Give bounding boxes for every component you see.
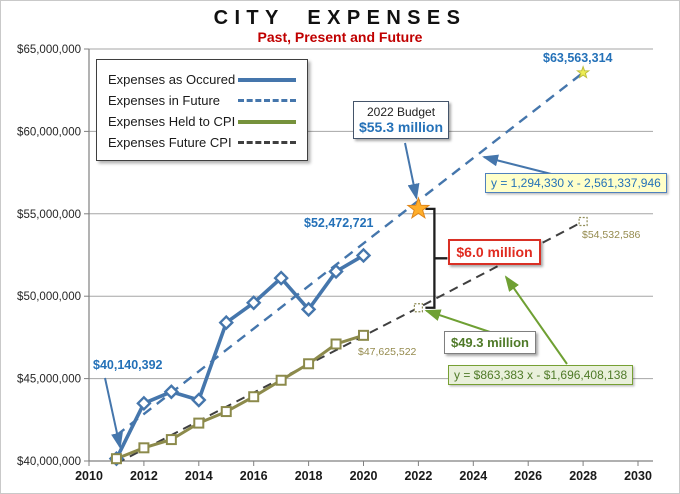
future-endpoint-star-icon	[575, 65, 591, 79]
solid-green-line-swatch-icon	[238, 119, 296, 124]
square-marker-icon	[275, 374, 287, 386]
y-axis-tick-label: $40,000,000	[17, 456, 81, 468]
budget-callout-box: 2022 Budget $55.3 million	[353, 101, 449, 139]
future-2028-value-label: $63,563,314	[543, 51, 613, 65]
y-axis-tick-label: $45,000,000	[17, 374, 81, 386]
x-axis-tick-label: 2024	[459, 469, 487, 483]
square-marker-icon	[193, 417, 205, 429]
series-line-expenses-as-occured	[114, 253, 365, 460]
diamond-marker-icon	[246, 295, 262, 311]
cpi-2022-callout-box: $49.3 million	[444, 331, 536, 354]
diamond-marker-icon	[355, 247, 372, 264]
chart-subtitle: Past, Present and Future	[257, 29, 423, 45]
square-marker-icon	[110, 453, 122, 465]
square-marker-icon	[165, 434, 177, 446]
square-marker-icon	[330, 338, 342, 350]
x-axis-tick-label: 2022	[404, 469, 432, 483]
y-axis-tick-label: $60,000,000	[17, 126, 81, 138]
x-axis-tick-label: 2026	[514, 469, 542, 483]
series-line-expenses-held-to-cpi	[115, 333, 364, 461]
start-value-label: $40,140,392	[93, 358, 163, 372]
difference-bracket	[425, 207, 448, 309]
series-line-expenses-in-future	[115, 71, 584, 437]
diamond-marker-icon	[163, 384, 180, 400]
legend-label: Expenses as Occured	[108, 72, 236, 87]
diamond-marker-icon	[191, 392, 207, 408]
square-marker-icon	[248, 391, 260, 403]
y-axis-tick-label: $65,000,000	[17, 44, 81, 56]
series-line-expenses-future-cpi	[116, 220, 584, 465]
diamond-marker-icon	[273, 270, 289, 286]
budget-star-icon	[406, 196, 431, 220]
arrow-to-start-point	[104, 377, 123, 449]
y-axis-tick-label: $55,000,000	[17, 209, 81, 221]
legend-item-expenses-as-occured: Expenses as Occured	[108, 69, 296, 90]
future-trendline-formula: y = 1,294,330 x - 2,561,337,946	[485, 173, 667, 193]
chart-legend: Expenses as Occured Expenses in Future E…	[96, 59, 308, 161]
dotted-square-marker-icon	[413, 303, 423, 313]
x-axis-tick-label: 2030	[624, 469, 652, 483]
x-axis-tick-label: 2016	[240, 469, 268, 483]
chart-title: CITY EXPENSES	[213, 7, 467, 29]
legend-item-expenses-held-to-cpi: Expenses Held to CPI	[108, 111, 296, 132]
x-axis-tick-label: 2020	[350, 469, 378, 483]
legend-item-expenses-in-future: Expenses in Future	[108, 90, 296, 111]
budget-callout-title: 2022 Budget	[366, 105, 436, 119]
cpi-2020-value-label: $47,625,522	[358, 346, 417, 358]
diamond-marker-icon	[328, 263, 344, 280]
diamond-marker-icon	[136, 395, 152, 412]
square-marker-icon	[220, 406, 232, 418]
diamond-marker-icon	[300, 301, 317, 318]
legend-label: Expenses in Future	[108, 93, 221, 108]
square-marker-icon	[138, 442, 150, 454]
x-axis-tick-label: 2018	[295, 469, 323, 483]
budget-callout-value: $55.3 million	[358, 119, 444, 135]
legend-item-expenses-future-cpi: Expenses Future CPI	[108, 132, 296, 153]
x-axis-tick-label: 2028	[569, 469, 597, 483]
arrow-formula-to-cpi-line	[504, 275, 568, 365]
x-axis-tick-label: 2012	[130, 469, 158, 483]
square-marker-icon	[303, 358, 315, 370]
dotted-square-marker-icon	[578, 216, 588, 227]
cpi-2028-value-label: $54,532,586	[582, 229, 641, 241]
cpi-trendline-formula: y = $863,383 x - $1,696,408,138	[448, 365, 634, 385]
dashed-dark-line-swatch-icon	[238, 141, 296, 144]
legend-label: Expenses Held to CPI	[108, 114, 236, 129]
diamond-marker-icon	[218, 314, 234, 331]
last-actual-value-label: $52,472,721	[304, 216, 374, 230]
y-axis-tick-label: $50,000,000	[17, 291, 81, 303]
x-axis-tick-label: 2014	[185, 469, 213, 483]
arrow-to-cpi-2022-point	[424, 309, 491, 333]
x-axis-tick-label: 2010	[75, 469, 103, 483]
solid-blue-line-swatch-icon	[238, 77, 296, 82]
legend-label: Expenses Future CPI	[108, 135, 232, 150]
dashed-blue-line-swatch-icon	[238, 99, 296, 102]
difference-callout-box: $6.0 million	[448, 239, 541, 265]
arrow-to-budget-star	[404, 142, 420, 200]
square-marker-icon	[358, 329, 369, 341]
